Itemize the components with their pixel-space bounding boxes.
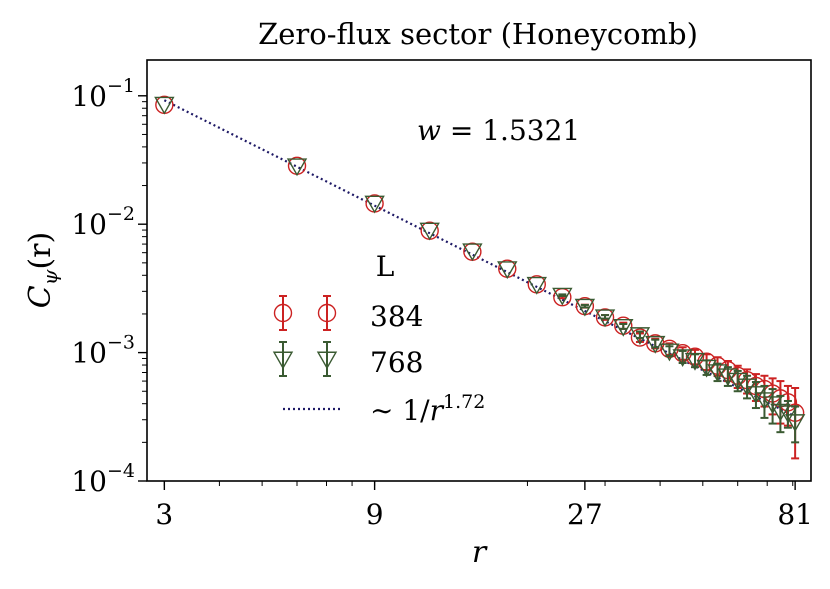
data-point-768 [497,261,518,280]
error-bar-768 [791,405,800,444]
error-bar-768 [580,303,589,309]
data-point-768 [717,368,739,387]
legend-marker-384 [317,303,337,323]
y-label-sub: ψ [38,269,62,285]
data-point-768 [659,343,680,362]
data-point-768 [784,414,806,433]
legend-label-768: 768 [370,346,423,379]
data-point-768 [364,195,385,214]
legend-errbar-384 [323,295,331,331]
data-point-768 [154,96,175,115]
x-tick-label: 81 [777,498,813,531]
error-bar-768 [558,293,567,297]
data-point-768 [286,158,308,177]
legend-title: L [376,250,395,283]
error-bar-768 [776,394,785,434]
legend-marker-384 [273,303,293,323]
fit-line [163,99,796,418]
data-point-384 [155,95,174,115]
y-tick-label: 10−3 [71,332,135,370]
x-tick-label: 27 [567,498,603,531]
data-point-768 [613,318,634,337]
error-bar-768 [601,314,610,320]
legend-marker-768 [316,351,338,370]
chart-title: Zero-flux sector (Honeycomb) [258,17,698,51]
data-point-768 [727,372,748,391]
legend-fit-prefix: ∼ 1/ [370,394,430,427]
data-point-384 [287,156,307,175]
legend-label-384: 384 [370,300,423,333]
y-tick-label: 10−1 [71,75,135,113]
error-bar-768 [635,330,644,339]
series-768 [154,96,806,444]
y-tick-label: 10−4 [71,460,135,498]
data-point-768 [629,327,651,346]
annotation-rhs: = 1.5321 [441,114,580,147]
data-point-768 [574,298,596,317]
legend-errbar-384 [279,295,287,331]
data-point-768 [419,222,440,241]
legend: L 384 768 ∼ 1/r1.72 [272,250,485,427]
data-point-768 [645,335,666,354]
data-point-768 [754,392,775,411]
error-bar-768 [760,384,769,419]
y-axis-label: Cψ(r) [23,232,62,308]
data-point-384 [463,242,482,261]
legend-marker-768 [272,351,294,370]
data-point-768 [552,287,573,306]
data-point-768 [777,405,799,424]
data-point-768 [770,403,791,422]
data-point-768 [462,243,483,262]
annotation-exponent: w = 1.5321 [417,114,580,147]
x-axis-label: r [472,535,488,570]
data-point-768 [745,386,767,404]
x-tick-label: 9 [366,498,384,531]
legend-fit-exp: 1.72 [443,391,485,413]
legend-label-fit: ∼ 1/r1.72 [370,391,485,427]
y-label-tail: (r) [23,232,58,270]
x-tick-label: 3 [155,498,173,531]
legend-fit-var: r [430,394,445,427]
plot-area [146,59,812,482]
data-point-768 [672,349,693,368]
error-bar-768 [619,323,628,330]
y-label-main: C [23,285,58,308]
legend-errbar-768 [323,341,331,377]
error-bar-768 [678,349,687,364]
legend-errbar-768 [279,341,287,377]
data-point-768 [594,309,616,328]
data-point-384 [365,194,384,213]
y-tick-label: 10−2 [71,203,135,241]
data-point-768 [684,352,706,371]
annotation-lhs: w [417,114,441,147]
data-point-384 [660,339,679,359]
data-point-768 [526,276,547,295]
data-point-768 [707,364,728,383]
